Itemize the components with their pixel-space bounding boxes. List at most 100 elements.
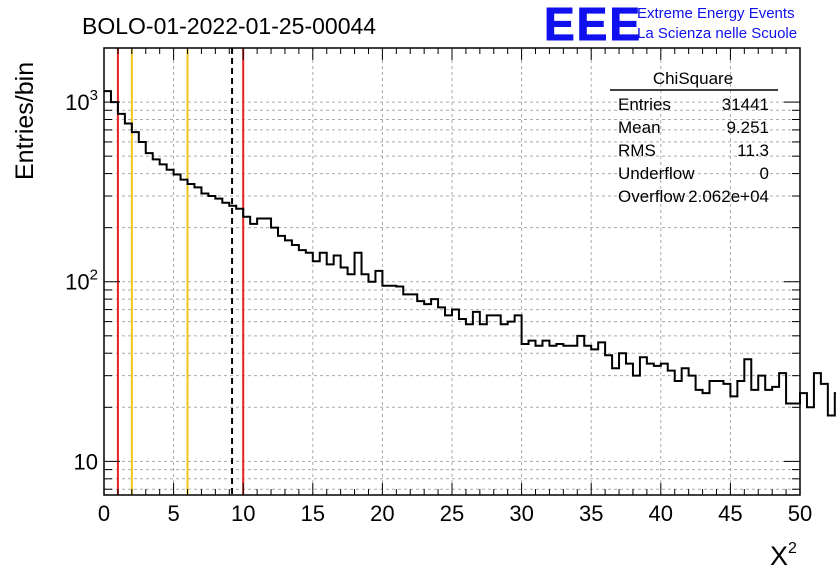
histogram-bin	[577, 336, 584, 495]
histogram-bin	[703, 393, 710, 495]
histogram-bin	[250, 224, 257, 495]
histogram-bin	[243, 217, 250, 495]
histogram-bin	[730, 396, 737, 495]
histogram-bin	[431, 299, 438, 495]
histogram-bin	[828, 416, 835, 495]
histogram-bin	[765, 390, 772, 495]
histogram-bin	[549, 346, 556, 495]
x-tick-label: 35	[579, 501, 603, 526]
histogram-series	[104, 90, 836, 417]
histogram-bin	[758, 376, 765, 495]
histogram-bin	[410, 294, 417, 495]
stats-label: Entries	[618, 95, 671, 114]
histogram-bin	[188, 184, 195, 495]
stats-rows: Entries 31441 Mean 9.251 RMS 11.3 Underflow 0 Ov…	[618, 95, 769, 206]
x-tick-label: 20	[370, 501, 394, 526]
histogram-bin	[682, 368, 689, 495]
x-tick-label: 30	[509, 501, 533, 526]
histogram-bin	[522, 344, 529, 495]
histogram-bin	[751, 390, 758, 495]
histogram-bin	[215, 199, 222, 495]
eee-logo: EEE	[544, 0, 642, 50]
histogram-bin	[403, 294, 410, 495]
histogram-bin	[424, 304, 431, 495]
histogram-bin	[591, 349, 598, 495]
org-line-1: Extreme Energy Events	[637, 5, 795, 22]
y-tick-label: 10	[74, 449, 98, 474]
histogram-bin	[529, 341, 536, 495]
histogram-bin	[786, 404, 793, 495]
stats-value: 2.062e+04	[688, 187, 769, 206]
histogram-bin	[542, 341, 549, 495]
stats-value: 9.251	[726, 118, 769, 137]
stats-title: ChiSquare	[653, 69, 733, 88]
histogram-bin	[153, 159, 160, 495]
histogram-bin	[417, 301, 424, 495]
histogram-bin	[236, 209, 243, 495]
histogram-bin	[605, 355, 612, 495]
x-tick-label: 10	[231, 501, 255, 526]
histogram-bin	[654, 366, 661, 495]
x-axis-ticks: 0 5 10 15 20 25 30 35 40 45 50	[98, 48, 812, 526]
histogram-bin	[807, 407, 814, 495]
histogram-bin	[285, 240, 292, 495]
x-axis-label-base: X	[770, 541, 788, 571]
histogram-bin	[167, 170, 174, 495]
histogram-bin	[257, 218, 264, 495]
histogram-bin	[737, 381, 744, 495]
histogram-bin	[689, 376, 696, 495]
stats-label: Overflow	[618, 187, 686, 206]
histogram-bin	[494, 315, 501, 495]
histogram-bin	[710, 381, 717, 495]
histogram-bin	[814, 373, 821, 495]
histogram-bin	[772, 387, 779, 495]
histogram-bin	[292, 245, 299, 495]
histogram-bin	[744, 359, 751, 495]
histogram-bin	[382, 286, 389, 495]
histogram-bin	[466, 324, 473, 495]
stats-value: 11.3	[737, 141, 769, 160]
x-axis-label: X2	[770, 540, 797, 571]
x-tick-label: 0	[98, 501, 110, 526]
stats-label: RMS	[618, 141, 656, 160]
histogram-bin	[278, 236, 285, 495]
histogram-bin	[222, 203, 229, 495]
histogram-bin	[598, 342, 605, 495]
stats-value: 0	[760, 164, 769, 183]
histogram-bin	[208, 196, 215, 495]
histogram-bin	[389, 286, 396, 495]
histogram-bin	[584, 346, 591, 495]
org-line-2: La Scienza nelle Scuole	[637, 25, 797, 42]
stats-value: 31441	[722, 95, 769, 114]
histogram-bin	[362, 274, 369, 495]
histogram-bin	[619, 353, 626, 495]
histogram-bin	[334, 255, 341, 495]
histogram-bin	[675, 381, 682, 495]
histogram-bin	[696, 390, 703, 495]
histogram-bin	[647, 364, 654, 495]
histogram-bin	[271, 228, 278, 495]
histogram-bin	[160, 164, 167, 495]
histogram-bin	[111, 102, 118, 495]
histogram	[104, 90, 836, 495]
histogram-bin	[146, 153, 153, 495]
histogram-bin	[452, 310, 459, 495]
histogram-bin	[174, 175, 181, 495]
x-tick-label: 40	[649, 501, 673, 526]
histogram-bin	[716, 381, 723, 495]
histogram-bin	[194, 187, 201, 495]
histogram-bin	[487, 315, 494, 495]
histogram-bin	[264, 218, 271, 495]
histogram-bin	[139, 142, 146, 495]
histogram-bin	[299, 250, 306, 495]
histogram-bin	[515, 315, 522, 495]
histogram-bin	[368, 282, 375, 495]
histogram-bin	[438, 307, 445, 495]
histogram-bin	[348, 274, 355, 495]
histogram-bin	[536, 346, 543, 495]
histogram-bin	[104, 91, 111, 495]
histogram-bin	[118, 114, 125, 495]
histogram-bin	[313, 261, 320, 495]
histogram-bin	[320, 253, 327, 495]
